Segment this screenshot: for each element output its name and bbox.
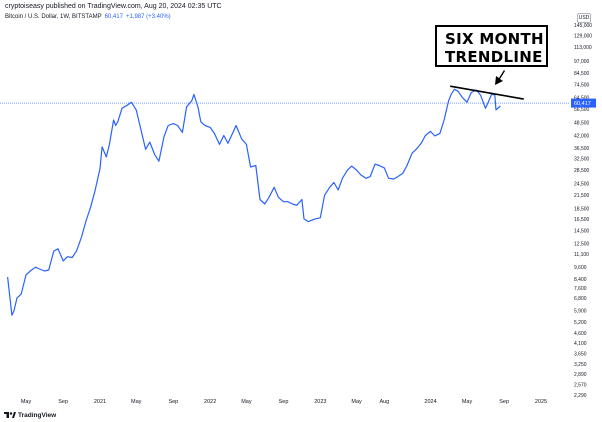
y-tick-label: 113,000 (574, 45, 592, 51)
published-by-text: cryptoiseasy published on TradingView.co… (5, 3, 222, 10)
y-tick-label: 97,000 (574, 59, 590, 65)
price-badge-layer: 60,417 (571, 98, 596, 108)
y-tick-label: 11,100 (574, 252, 589, 258)
y-tick-label: 2,290 (574, 393, 587, 399)
symbol-name: Bitcoin / U.S. Dollar, 1W, BITSTAMP (5, 14, 102, 20)
footer: TradingView (4, 410, 56, 420)
x-axis: May Sep 2021 May Sep 2022 May Sep 2023 May Aug 2024… (21, 399, 547, 405)
chart-header: cryptoiseasy published on TradingView.co… (0, 0, 602, 26)
down-arrow-icon (495, 70, 505, 85)
x-tick-label: Sep (499, 399, 509, 405)
y-tick-label: 8,400 (574, 277, 587, 283)
y-tick-label: 9,600 (574, 265, 587, 271)
y-tick-label: 2,570 (574, 383, 587, 389)
y-tick-label: 3,250 (574, 362, 587, 368)
y-tick-label: 24,500 (574, 182, 590, 188)
currency-unit-badge[interactable]: USD (577, 13, 591, 23)
series-layer (7, 88, 501, 316)
y-tick-label: 2,890 (574, 372, 587, 378)
y-tick-label: 3,650 (574, 351, 587, 357)
x-tick-label: Sep (58, 399, 68, 405)
x-tick-label: 2025 (535, 399, 547, 405)
y-tick-label: 56,500 (574, 107, 590, 113)
y-tick-label: 145,000 (574, 23, 592, 29)
y-tick-label: 129,000 (574, 33, 592, 39)
y-tick-label: 7,600 (574, 286, 587, 292)
y-tick-label: 28,500 (574, 168, 590, 174)
y-tick-label: 6,800 (574, 296, 587, 302)
y-tick-label: 4,100 (574, 341, 587, 347)
x-tick-label: May (21, 399, 32, 405)
x-tick-label: 2022 (204, 399, 216, 405)
x-tick-label: Aug (379, 399, 389, 405)
price-change-text: +1,987 (+3.40%) (125, 14, 171, 20)
y-tick-label: 42,000 (574, 134, 590, 140)
y-tick-label: 5,200 (574, 320, 587, 326)
trendline-annotation: SIX MONTH TRENDLINE (435, 25, 548, 67)
symbol-info: Bitcoin / U.S. Dollar, 1W, BITSTAMP 60,41… (5, 14, 171, 20)
x-tick-label: May (462, 399, 473, 405)
x-tick-label: May (131, 399, 142, 405)
tradingview-logo-icon (4, 412, 16, 418)
y-tick-label: 14,500 (574, 228, 590, 234)
six-month-trendline[interactable] (450, 85, 524, 100)
y-tick-label: 5,900 (574, 309, 587, 315)
trendline-layer (450, 85, 524, 100)
arrow-layer (495, 70, 505, 85)
x-tick-label: 2021 (94, 399, 106, 405)
x-tick-label: May (351, 399, 362, 405)
y-axis: 145,000 129,000 113,000 97,000 84,500 74,500 6… (574, 23, 592, 399)
y-tick-label: 48,500 (574, 121, 590, 127)
last-price-badge-label: 60,417 (574, 101, 591, 107)
x-tick-label: 2023 (314, 399, 326, 405)
y-tick-label: 32,500 (574, 156, 590, 162)
y-tick-label: 21,500 (574, 193, 590, 199)
x-tick-label: 2024 (424, 399, 436, 405)
y-tick-label: 84,500 (574, 71, 590, 77)
tradingview-brand-label: TradingView (18, 411, 57, 419)
x-tick-label: Sep (279, 399, 289, 405)
price-series-line (7, 88, 501, 316)
x-tick-label: Sep (168, 399, 178, 405)
y-tick-label: 16,500 (574, 217, 590, 223)
x-tick-label: May (241, 399, 252, 405)
annotation-line-2: TRENDLINE (445, 48, 543, 66)
last-price-badge (571, 98, 596, 108)
y-tick-label: 4,600 (574, 331, 587, 337)
y-tick-label: 64,500 (574, 95, 590, 101)
annotation-line-1: SIX MONTH (445, 30, 544, 48)
y-tick-label: 74,500 (574, 82, 590, 88)
last-price-text: 60,417 (104, 14, 123, 20)
y-tick-label: 36,500 (574, 146, 590, 152)
y-tick-label: 12,500 (574, 242, 590, 248)
y-tick-label: 18,500 (574, 207, 590, 213)
